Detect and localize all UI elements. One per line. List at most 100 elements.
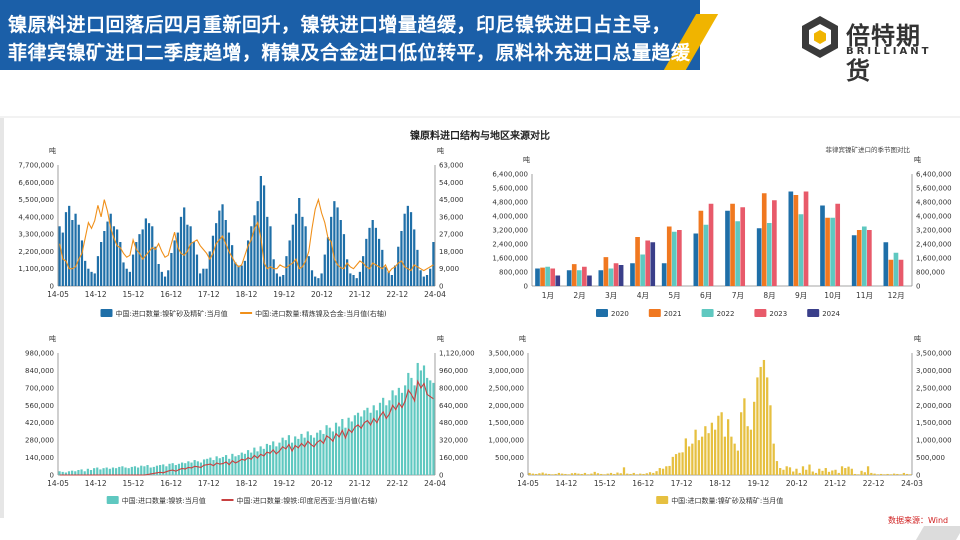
data-bar <box>331 431 334 475</box>
legend-swatch <box>648 309 661 317</box>
x-tick-label: 16-12 <box>632 479 654 488</box>
data-bar <box>844 468 847 475</box>
data-bar <box>212 460 215 475</box>
data-bar <box>645 473 648 475</box>
data-bar <box>668 465 671 475</box>
left-tick-label: 2,000,000 <box>488 402 524 410</box>
x-tick-label: 4月 <box>637 291 649 300</box>
data-bar <box>61 471 64 475</box>
data-bar <box>301 216 304 286</box>
data-bar <box>598 270 604 286</box>
data-bar <box>320 273 323 286</box>
data-bar <box>186 224 189 286</box>
right-tick-label: 800,000 <box>439 384 468 392</box>
data-bar <box>406 205 409 286</box>
data-bar <box>681 452 684 475</box>
data-bar <box>426 377 429 475</box>
data-bar <box>798 472 801 475</box>
data-bar <box>342 234 346 286</box>
x-tick-label: 9月 <box>795 291 807 300</box>
data-bar <box>567 474 570 475</box>
data-bar <box>622 467 626 475</box>
chart-nickel-ore-imports: 吨 吨 0 1,100,000 2,200,000 3,300,000 4,400,000 5… <box>18 146 463 318</box>
data-bar <box>674 454 678 475</box>
data-bar <box>306 431 309 475</box>
data-bar <box>124 467 127 475</box>
left-tick-label: 700,000 <box>25 384 54 392</box>
data-bar <box>576 270 582 286</box>
data-bar <box>146 465 149 475</box>
data-bar <box>570 473 574 475</box>
data-bar <box>531 473 535 475</box>
x-tick-label: 24-04 <box>424 479 446 488</box>
data-bar <box>68 205 71 286</box>
data-bar <box>548 473 551 475</box>
data-bar <box>140 465 143 475</box>
data-bar <box>96 467 99 475</box>
divider <box>0 116 960 118</box>
data-bar <box>294 436 297 475</box>
data-bar <box>820 205 825 286</box>
data-bar <box>580 473 583 475</box>
data-bar <box>655 471 658 475</box>
right-tick-label: 6,400,000 <box>916 171 952 179</box>
data-bar <box>330 216 333 286</box>
data-bar <box>89 470 93 475</box>
data-bar <box>837 472 840 475</box>
data-bar <box>237 455 240 475</box>
data-bar <box>661 468 665 475</box>
data-bar <box>551 474 554 475</box>
chart-ferronickel-imports: 吨 吨 0 140,000 280,000 420,000 560,000 700,000 84… <box>25 335 475 505</box>
data-bar <box>234 262 237 286</box>
data-bar <box>285 256 288 286</box>
data-bar <box>814 472 818 475</box>
data-bar <box>338 426 341 475</box>
data-bar <box>243 453 247 475</box>
data-bar <box>600 473 603 475</box>
data-bar <box>896 473 899 475</box>
data-bar <box>671 456 674 475</box>
data-bar <box>278 276 282 286</box>
data-bar <box>58 471 61 475</box>
data-bar <box>700 436 704 475</box>
data-bar <box>133 466 137 475</box>
data-bar <box>772 443 775 475</box>
x-tick-label: 21-12 <box>349 479 371 488</box>
data-bar <box>756 228 762 286</box>
right-axis-unit: 吨 <box>914 155 921 164</box>
data-bar <box>665 466 668 475</box>
data-bar <box>218 458 221 475</box>
data-bar <box>851 235 857 286</box>
data-bar <box>697 440 700 475</box>
data-bar <box>861 226 867 286</box>
data-bar <box>818 468 821 475</box>
data-bar <box>798 214 804 286</box>
data-bar <box>108 468 111 475</box>
data-bar <box>805 469 808 475</box>
data-bar <box>835 203 841 286</box>
left-axis-unit: 吨 <box>519 335 526 343</box>
data-bar <box>205 268 208 286</box>
data-bar <box>323 254 326 286</box>
x-tick-label: 19-12 <box>273 479 295 488</box>
data-bar <box>221 456 225 475</box>
x-tick-label: 19-12 <box>273 290 295 299</box>
data-bar <box>785 466 788 475</box>
data-bar <box>704 426 707 475</box>
data-bar <box>138 234 141 286</box>
right-tick-label: 5,600,000 <box>916 185 952 193</box>
left-tick-label: 2,400,000 <box>492 241 528 249</box>
data-bar <box>571 264 577 286</box>
data-bar <box>400 231 403 286</box>
data-bar <box>64 472 67 475</box>
data-bar <box>282 275 285 286</box>
data-bar <box>761 193 767 286</box>
data-bar <box>365 238 368 286</box>
data-bar <box>632 472 635 475</box>
legend-label: 2023 <box>769 310 787 318</box>
legend-label: 中国:进口数量:镍铁:当月值 <box>122 496 206 505</box>
right-tick-label: 960,000 <box>439 367 468 375</box>
data-bar <box>639 473 642 475</box>
x-tick-label: 14-05 <box>47 290 69 299</box>
